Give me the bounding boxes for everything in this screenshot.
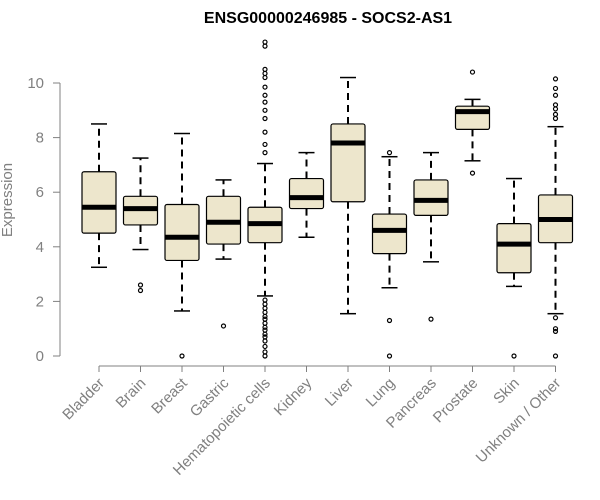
outlier-point (552, 106, 559, 112)
outlier-point (262, 353, 268, 359)
box-hematopoietic-cells (247, 39, 283, 359)
outlier-point (262, 305, 268, 311)
x-tick-label: Kidney (271, 374, 316, 419)
outlier-point (552, 326, 559, 332)
box-body (371, 213, 408, 255)
box-body (81, 171, 117, 234)
box-body (496, 222, 532, 274)
chart-title: ENSG00000246985 - SOCS2-AS1 (204, 10, 452, 27)
box-prostate (454, 69, 491, 176)
box-liver (330, 76, 366, 315)
outlier-point (262, 84, 268, 90)
outlier-point (552, 111, 559, 117)
outlier-point (262, 150, 268, 156)
outlier-point (137, 282, 144, 288)
box-brain (122, 157, 159, 294)
box-body (330, 123, 366, 203)
outlier-point (262, 331, 268, 337)
outlier-point (262, 39, 268, 45)
box-body (164, 203, 200, 262)
outlier-point (552, 76, 559, 82)
outlier-point (262, 324, 268, 330)
x-tick-label: Breast (148, 374, 191, 417)
box-series (81, 39, 574, 359)
y-tick-label: 8 (36, 130, 44, 147)
x-tick-label: Lung (363, 375, 399, 411)
outlier-point (262, 309, 268, 315)
outlier-point (386, 150, 393, 156)
outlier-point (552, 353, 559, 359)
box-skin (496, 177, 532, 359)
box-unknown-other (537, 76, 574, 359)
outlier-point (262, 316, 268, 322)
outlier-point (552, 102, 559, 108)
outlier-point (511, 353, 517, 359)
outlier-point (262, 343, 268, 350)
outlier-point (262, 129, 268, 135)
y-tick-label: 2 (36, 293, 44, 310)
outlier-point (262, 107, 268, 113)
outlier-point (220, 323, 227, 329)
outlier-point (262, 349, 268, 355)
outlier-point (179, 353, 185, 359)
outlier-point (262, 313, 268, 320)
outlier-point (262, 92, 268, 98)
x-tick-label: Bladder (59, 375, 108, 424)
outlier-point (469, 69, 476, 75)
outlier-point (262, 74, 268, 81)
x-tick-label: Brain (113, 375, 150, 412)
outlier-point (552, 85, 559, 92)
box-bladder (81, 123, 117, 269)
y-tick-label: 0 (36, 348, 44, 365)
outlier-point (552, 92, 559, 98)
y-tick-label: 6 (36, 184, 44, 201)
box-pancreas (413, 151, 449, 322)
outlier-point (262, 327, 268, 333)
y-axis-label: Expression (0, 163, 16, 237)
outlier-point (552, 315, 559, 321)
x-tick-label: Liver (322, 375, 357, 410)
outlier-point (262, 338, 268, 344)
outlier-point (262, 141, 268, 148)
outlier-point (262, 70, 268, 77)
y-tick-label: 10 (27, 75, 44, 92)
outlier-point (386, 317, 393, 324)
outlier-point (262, 334, 268, 340)
outlier-point (262, 301, 268, 307)
outlier-point (262, 66, 268, 72)
outlier-point (262, 320, 268, 326)
box-kidney (288, 151, 325, 238)
x-tick-label: Skin (490, 375, 523, 408)
box-body (288, 177, 325, 210)
outlier-point (262, 297, 268, 303)
outlier-point (469, 170, 476, 176)
outlier-point (428, 316, 434, 322)
x-tick-label: Prostate (430, 375, 482, 427)
outlier-point (262, 99, 268, 105)
outlier-point (137, 287, 144, 294)
outlier-point (552, 115, 559, 122)
outlier-point (386, 353, 393, 359)
outlier-point (262, 115, 268, 122)
box-gastric (205, 179, 242, 329)
y-axis: 0 2 4 6 8 10 (27, 75, 61, 365)
y-tick-label: 4 (36, 239, 44, 256)
box-lung (371, 150, 408, 359)
outlier-point (552, 328, 559, 335)
box-body (413, 179, 449, 217)
outlier-point (262, 43, 268, 49)
box-breast (164, 132, 200, 359)
